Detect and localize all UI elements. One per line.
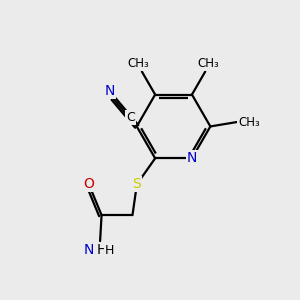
Text: S: S (133, 177, 141, 191)
Text: CH₃: CH₃ (128, 57, 149, 70)
Text: CH₃: CH₃ (238, 116, 260, 128)
Text: H: H (96, 244, 107, 257)
Text: O: O (83, 177, 94, 190)
Text: CH₃: CH₃ (198, 57, 220, 70)
Text: N: N (104, 84, 115, 98)
Text: N: N (84, 244, 94, 257)
Text: C: C (126, 110, 135, 124)
Text: N: N (187, 151, 197, 165)
Text: H: H (105, 244, 114, 257)
